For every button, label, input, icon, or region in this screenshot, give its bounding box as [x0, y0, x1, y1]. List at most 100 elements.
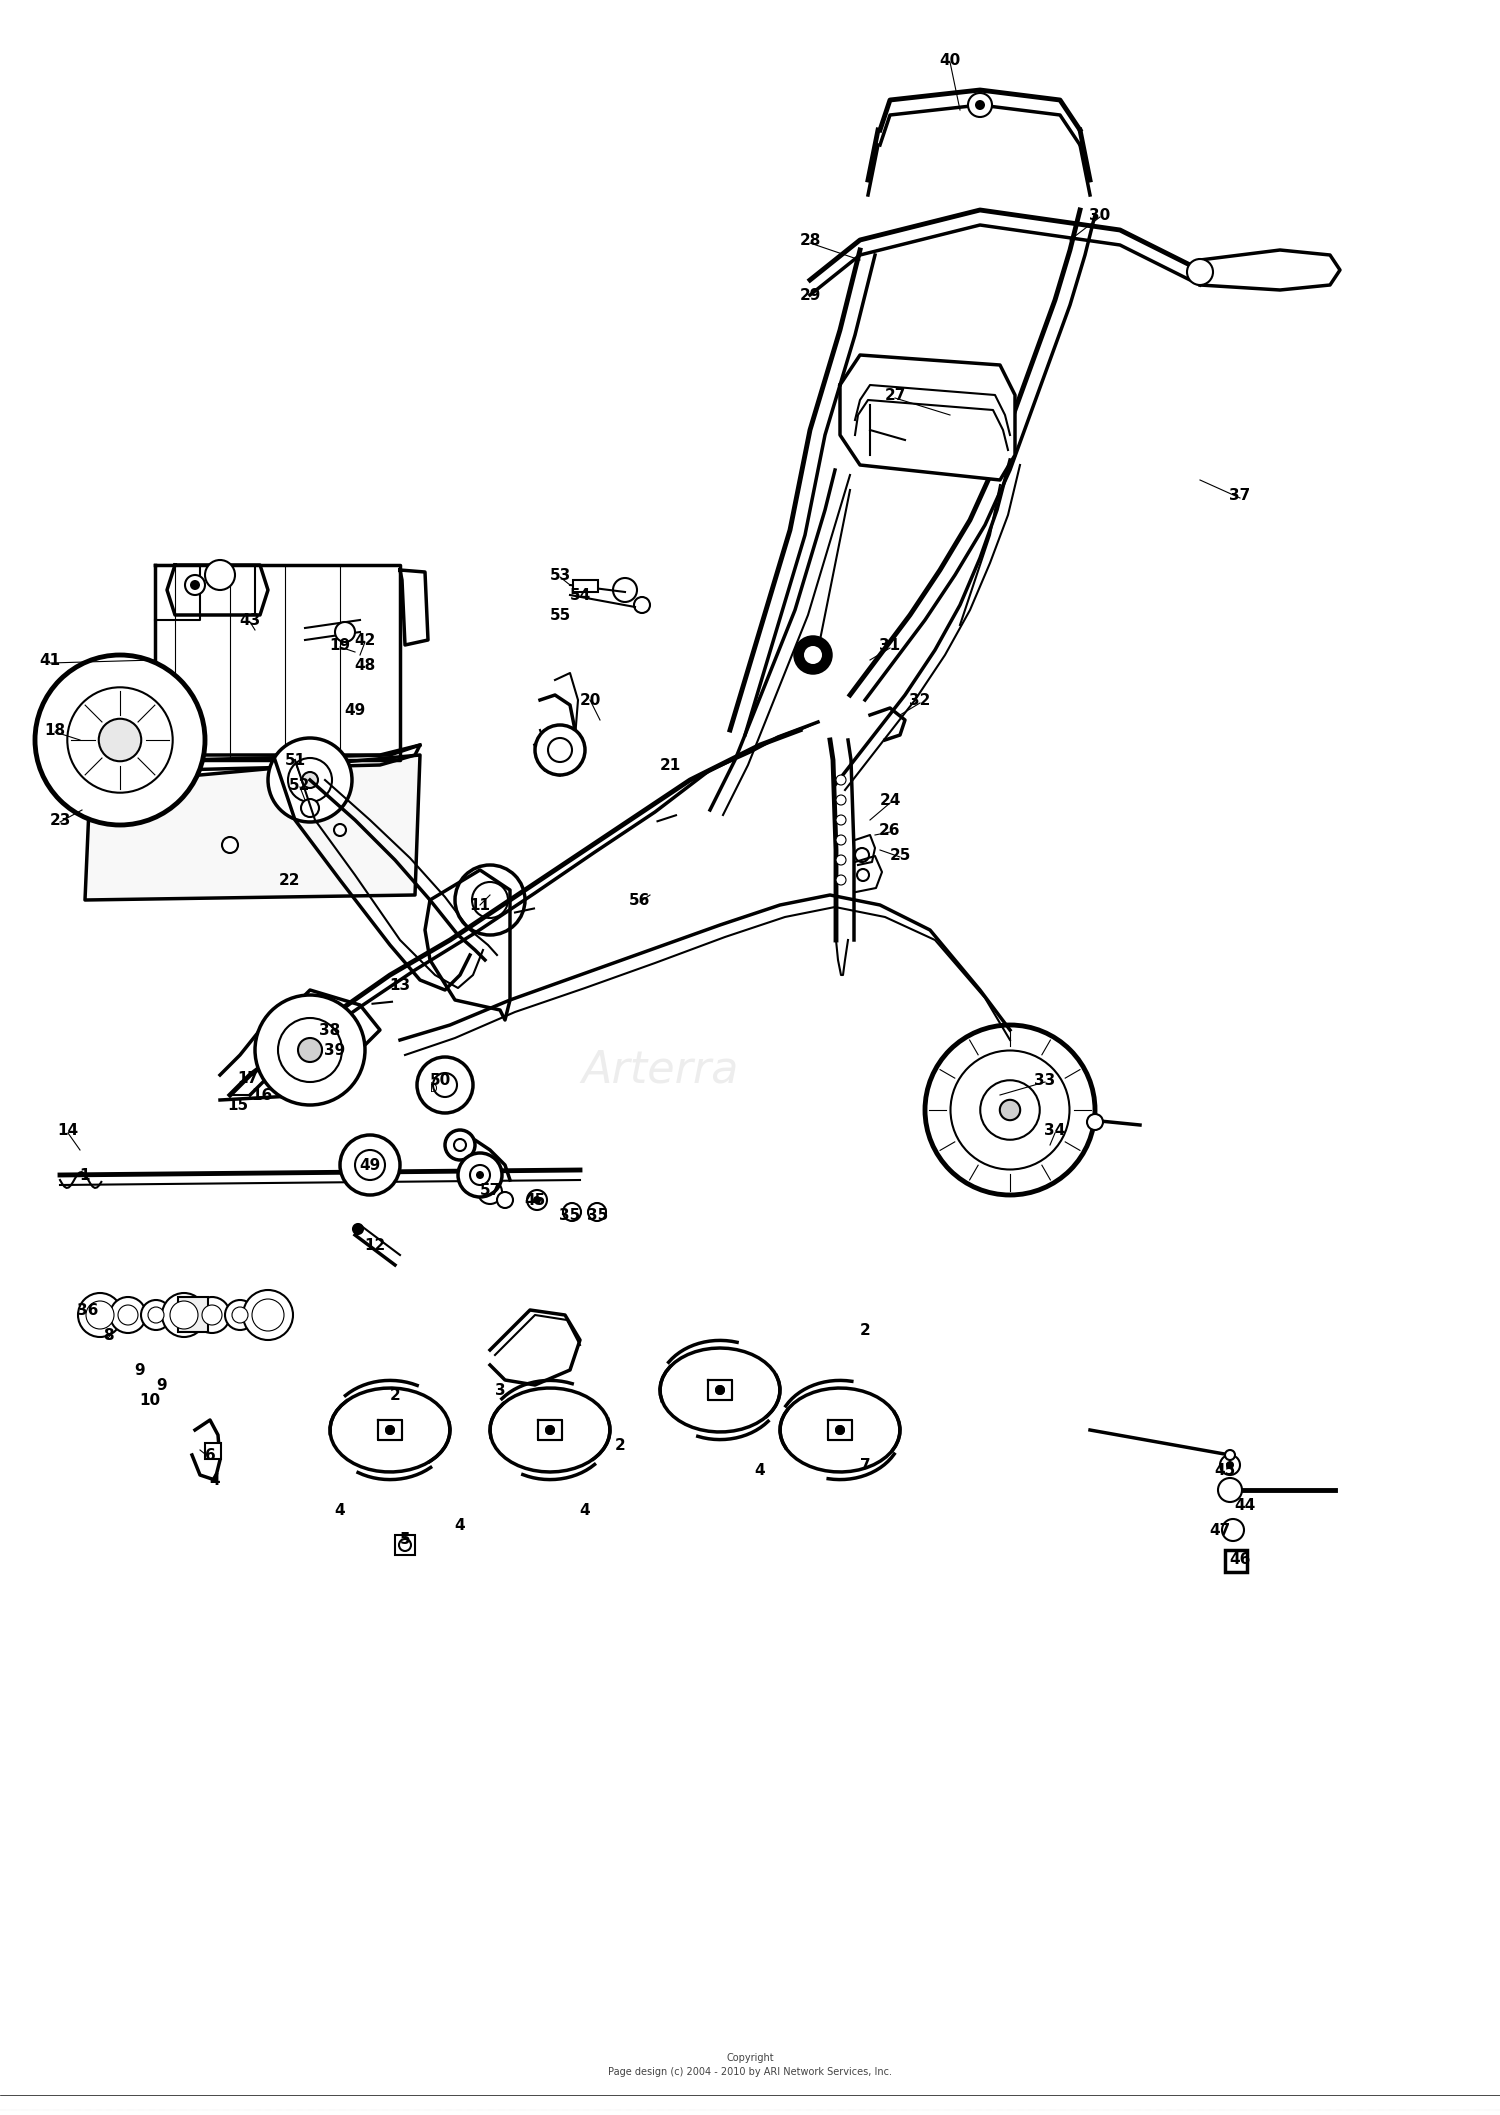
Text: D: D [430, 1085, 438, 1093]
Text: 48: 48 [354, 658, 375, 673]
Bar [178, 1296, 209, 1332]
Circle shape [836, 814, 846, 825]
Circle shape [968, 93, 992, 116]
Circle shape [856, 869, 868, 882]
Circle shape [34, 656, 206, 825]
Text: 23: 23 [50, 812, 70, 827]
Circle shape [836, 774, 846, 785]
Text: 30: 30 [1089, 207, 1110, 222]
Circle shape [836, 1426, 844, 1434]
Text: 27: 27 [885, 387, 906, 402]
Circle shape [795, 637, 831, 673]
Text: 2: 2 [390, 1387, 400, 1402]
Text: 51: 51 [285, 753, 306, 768]
Text: 52: 52 [290, 778, 310, 793]
Text: 33: 33 [1035, 1072, 1056, 1087]
Circle shape [454, 865, 525, 935]
Circle shape [446, 1129, 476, 1159]
Circle shape [206, 560, 236, 590]
Text: 42: 42 [354, 632, 375, 647]
Circle shape [588, 1203, 606, 1220]
Polygon shape [424, 869, 510, 1019]
Text: 20: 20 [579, 692, 600, 709]
Circle shape [232, 1307, 248, 1324]
Circle shape [536, 725, 585, 774]
Text: 34: 34 [1044, 1123, 1065, 1138]
Circle shape [356, 1151, 386, 1180]
Text: 3: 3 [495, 1383, 506, 1398]
Text: 37: 37 [1230, 486, 1251, 503]
Bar [573, 580, 598, 592]
Text: 55: 55 [549, 607, 570, 622]
Bar [394, 1535, 416, 1555]
Circle shape [243, 1290, 292, 1341]
Text: 19: 19 [330, 637, 351, 654]
Text: 18: 18 [45, 723, 66, 738]
Circle shape [202, 1305, 222, 1324]
Circle shape [334, 622, 356, 643]
Circle shape [836, 854, 846, 865]
Circle shape [562, 1203, 580, 1220]
Text: 13: 13 [390, 977, 411, 992]
Text: 9: 9 [135, 1362, 146, 1377]
Text: 15: 15 [228, 1098, 249, 1112]
Text: 4: 4 [334, 1502, 345, 1516]
Circle shape [716, 1385, 724, 1396]
Circle shape [222, 838, 238, 852]
Circle shape [386, 1426, 394, 1434]
Circle shape [1218, 1478, 1242, 1502]
Text: 49: 49 [360, 1157, 381, 1172]
Text: 4: 4 [579, 1502, 591, 1516]
Text: 54: 54 [570, 588, 591, 603]
Circle shape [1088, 1115, 1102, 1129]
Circle shape [855, 848, 868, 863]
Circle shape [532, 1195, 542, 1203]
Circle shape [496, 1193, 513, 1208]
Circle shape [951, 1051, 1070, 1170]
Text: 47: 47 [1209, 1523, 1230, 1538]
Circle shape [225, 1301, 255, 1330]
Circle shape [194, 1296, 230, 1332]
Circle shape [78, 1292, 122, 1337]
Text: 39: 39 [324, 1043, 345, 1058]
Circle shape [278, 1017, 342, 1083]
Text: 46: 46 [1230, 1552, 1251, 1567]
Circle shape [458, 1153, 503, 1197]
Text: 16: 16 [252, 1087, 273, 1102]
Text: 22: 22 [279, 873, 300, 888]
Text: 49: 49 [345, 702, 366, 717]
Circle shape [975, 99, 986, 110]
Text: 17: 17 [237, 1070, 258, 1085]
Text: Arterra: Arterra [582, 1049, 738, 1091]
Circle shape [476, 1172, 484, 1178]
Circle shape [926, 1026, 1095, 1195]
Circle shape [716, 1385, 724, 1396]
Text: 4: 4 [454, 1516, 465, 1533]
Text: 38: 38 [320, 1022, 340, 1038]
Circle shape [386, 1426, 394, 1434]
Circle shape [302, 799, 320, 816]
Text: 28: 28 [800, 233, 820, 247]
Circle shape [1220, 1455, 1240, 1474]
Circle shape [118, 1305, 138, 1324]
Text: 36: 36 [78, 1303, 99, 1318]
Circle shape [162, 1292, 206, 1337]
Text: 2: 2 [859, 1322, 870, 1337]
Circle shape [472, 882, 508, 918]
Text: 14: 14 [57, 1123, 78, 1138]
Circle shape [454, 1140, 466, 1151]
Circle shape [352, 1225, 363, 1233]
Circle shape [478, 1180, 502, 1203]
Text: 43: 43 [240, 613, 261, 628]
Text: 1: 1 [80, 1167, 90, 1182]
Text: 12: 12 [364, 1237, 386, 1252]
Text: 8: 8 [102, 1328, 114, 1343]
Circle shape [298, 1038, 322, 1062]
Text: 11: 11 [470, 897, 490, 912]
Text: 9: 9 [156, 1377, 168, 1392]
Text: 45: 45 [525, 1193, 546, 1208]
Circle shape [68, 687, 172, 793]
Circle shape [836, 795, 846, 806]
Text: 56: 56 [630, 893, 651, 907]
Bar [206, 1442, 220, 1459]
